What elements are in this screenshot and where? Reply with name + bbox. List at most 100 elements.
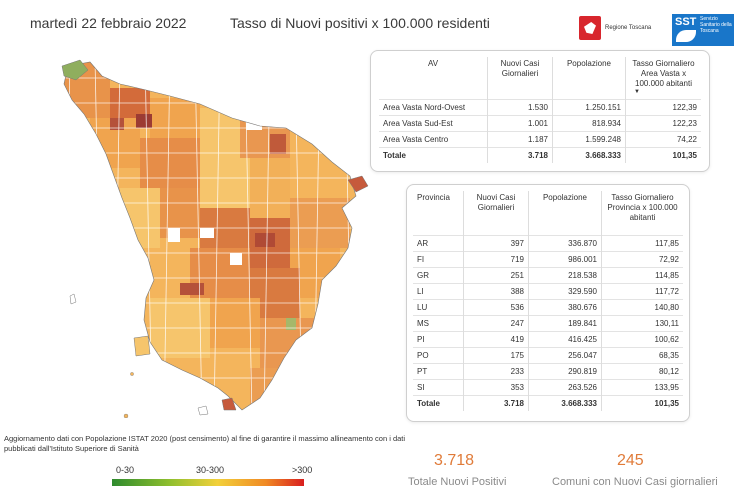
province-code: AR: [413, 235, 464, 252]
sort-desc-icon: ▼: [634, 89, 640, 95]
table-row[interactable]: PI 419 416.425 100,62: [413, 331, 683, 348]
area-rate: 122,39: [625, 99, 701, 116]
province-rate: 133,95: [601, 379, 683, 396]
province-rate: 117,85: [601, 235, 683, 252]
island-capraia: [69, 293, 77, 305]
table-row[interactable]: LU 536 380.676 140,80: [413, 299, 683, 316]
table-row[interactable]: PO 175 256.047 68,35: [413, 347, 683, 364]
table-row[interactable]: Area Vasta Sud-Est 1.001 818.934 122,23: [379, 115, 701, 132]
kpi-municipalities-label: Comuni con Nuovi Casi giornalieri: [552, 476, 718, 488]
province-rate: 68,35: [601, 347, 683, 364]
tuscany-choropleth-map[interactable]: [50, 58, 370, 418]
province-population: 336.870: [528, 235, 602, 252]
province-panel: Provincia Nuovi Casi Giornalieri Popolaz…: [406, 184, 690, 422]
table-row[interactable]: MS 247 189.841 130,11: [413, 315, 683, 332]
province-population: 263.526: [528, 379, 602, 396]
province-cases: 233: [463, 363, 529, 380]
col-new-cases[interactable]: Nuovi Casi Giornalieri: [487, 57, 553, 100]
province-code: SI: [413, 379, 464, 396]
province-rate: 117,72: [601, 283, 683, 300]
table-row[interactable]: GR 251 218.538 114,85: [413, 267, 683, 284]
province-population: 189.841: [528, 315, 602, 332]
color-scale-legend: [112, 479, 304, 486]
sst-leaf-icon: [676, 30, 696, 42]
province-code: PT: [413, 363, 464, 380]
province-rate: 140,80: [601, 299, 683, 316]
province-population: 290.819: [528, 363, 602, 380]
province-code: FI: [413, 251, 464, 268]
argentario-cell: [221, 397, 237, 411]
total-rate: 101,35: [601, 395, 683, 411]
area-name: Area Vasta Sud-Est: [379, 115, 488, 132]
table-total-row: Totale 3.718 3.668.333 101,35: [413, 395, 683, 411]
province-code: LI: [413, 283, 464, 300]
province-population: 218.538: [528, 267, 602, 284]
area-cases: 1.187: [487, 131, 553, 148]
col-population[interactable]: Popolazione: [552, 57, 626, 100]
table-row[interactable]: LI 388 329.590 117,72: [413, 283, 683, 300]
province-cases: 175: [463, 347, 529, 364]
regione-toscana-logo: Regione Toscana: [577, 14, 652, 44]
table-row[interactable]: SI 353 263.526 133,95: [413, 379, 683, 396]
kpi-total-cases-label: Totale Nuovi Positivi: [408, 476, 507, 488]
table-row[interactable]: FI 719 986.001 72,92: [413, 251, 683, 268]
legend-low-label: 0-30: [116, 465, 135, 475]
province-table: Provincia Nuovi Casi Giornalieri Popolaz…: [413, 191, 683, 411]
col-population[interactable]: Popolazione: [528, 191, 602, 236]
province-population: 256.047: [528, 347, 602, 364]
province-population: 329.590: [528, 283, 602, 300]
table-row[interactable]: AR 397 336.870 117,85: [413, 235, 683, 252]
province-population: 416.425: [528, 331, 602, 348]
update-note: Aggiornamento dati con Popolazione ISTAT…: [4, 434, 406, 453]
area-rate: 122,23: [625, 115, 701, 132]
province-population: 986.001: [528, 251, 602, 268]
report-date: martedì 22 febbraio 2022: [30, 15, 187, 31]
island-giglio: [197, 405, 209, 416]
area-name: Area Vasta Centro: [379, 131, 488, 148]
kpi-municipalities-value: 245: [617, 452, 644, 469]
total-cases: 3.718: [463, 395, 529, 411]
total-population: 3.668.333: [528, 395, 602, 411]
sst-logo: SST Servizio Sanitario della Toscana: [672, 14, 734, 46]
municipality-cells: [64, 62, 356, 410]
province-code: LU: [413, 299, 464, 316]
total-population: 3.668.333: [552, 147, 626, 163]
island-elba: [133, 335, 151, 357]
table-row[interactable]: PT 233 290.819 80,12: [413, 363, 683, 380]
table-row[interactable]: Area Vasta Nord-Ovest 1.530 1.250.151 12…: [379, 99, 701, 116]
province-cases: 251: [463, 267, 529, 284]
province-rate: 100,62: [601, 331, 683, 348]
province-cases: 419: [463, 331, 529, 348]
area-population: 1.250.151: [552, 99, 626, 116]
area-vasta-panel: AV Nuovi Casi Giornalieri Popolazione Ta…: [370, 50, 710, 172]
col-rate[interactable]: Tasso Giornaliero Provincia x 100.000 ab…: [607, 193, 678, 222]
logo-rt-text: Regione Toscana: [605, 25, 652, 31]
table-row[interactable]: Area Vasta Centro 1.187 1.599.248 74,22: [379, 131, 701, 148]
total-label: Totale: [413, 395, 464, 411]
legend-mid-label: 30-300: [196, 465, 225, 475]
province-cases: 247: [463, 315, 529, 332]
area-population: 818.934: [552, 115, 626, 132]
total-rate: 101,35: [625, 147, 701, 163]
col-province[interactable]: Provincia: [413, 191, 464, 236]
province-rate: 114,85: [601, 267, 683, 284]
page-title: Tasso di Nuovi positivi x 100.000 reside…: [230, 15, 490, 31]
province-rate: 130,11: [601, 315, 683, 332]
area-name: Area Vasta Nord-Ovest: [379, 99, 488, 116]
province-population: 380.676: [528, 299, 602, 316]
province-cases: 388: [463, 283, 529, 300]
green-municipality-cell: [61, 59, 89, 81]
area-rate: 74,22: [625, 131, 701, 148]
col-rate[interactable]: Tasso Giornaliero Area Vasta x 100.000 a…: [626, 57, 702, 100]
col-av[interactable]: AV: [379, 57, 488, 100]
area-cases: 1.530: [487, 99, 553, 116]
province-cases: 353: [463, 379, 529, 396]
province-cases: 397: [463, 235, 529, 252]
kpi-total-cases-value: 3.718: [434, 452, 475, 469]
col-new-cases[interactable]: Nuovi Casi Giornalieri: [463, 191, 529, 236]
province-cases: 719: [463, 251, 529, 268]
province-cases: 536: [463, 299, 529, 316]
province-rate: 72,92: [601, 251, 683, 268]
province-code: MS: [413, 315, 464, 332]
province-code: GR: [413, 267, 464, 284]
